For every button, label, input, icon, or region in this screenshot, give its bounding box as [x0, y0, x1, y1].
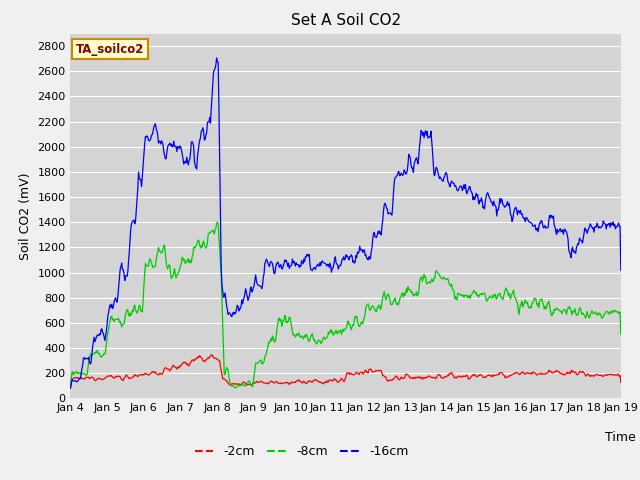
Y-axis label: Soil CO2 (mV): Soil CO2 (mV) — [19, 172, 32, 260]
Title: Set A Soil CO2: Set A Soil CO2 — [291, 13, 401, 28]
Legend: -2cm, -8cm, -16cm: -2cm, -8cm, -16cm — [189, 440, 413, 463]
Text: TA_soilco2: TA_soilco2 — [76, 43, 144, 56]
X-axis label: Time: Time — [605, 431, 636, 444]
